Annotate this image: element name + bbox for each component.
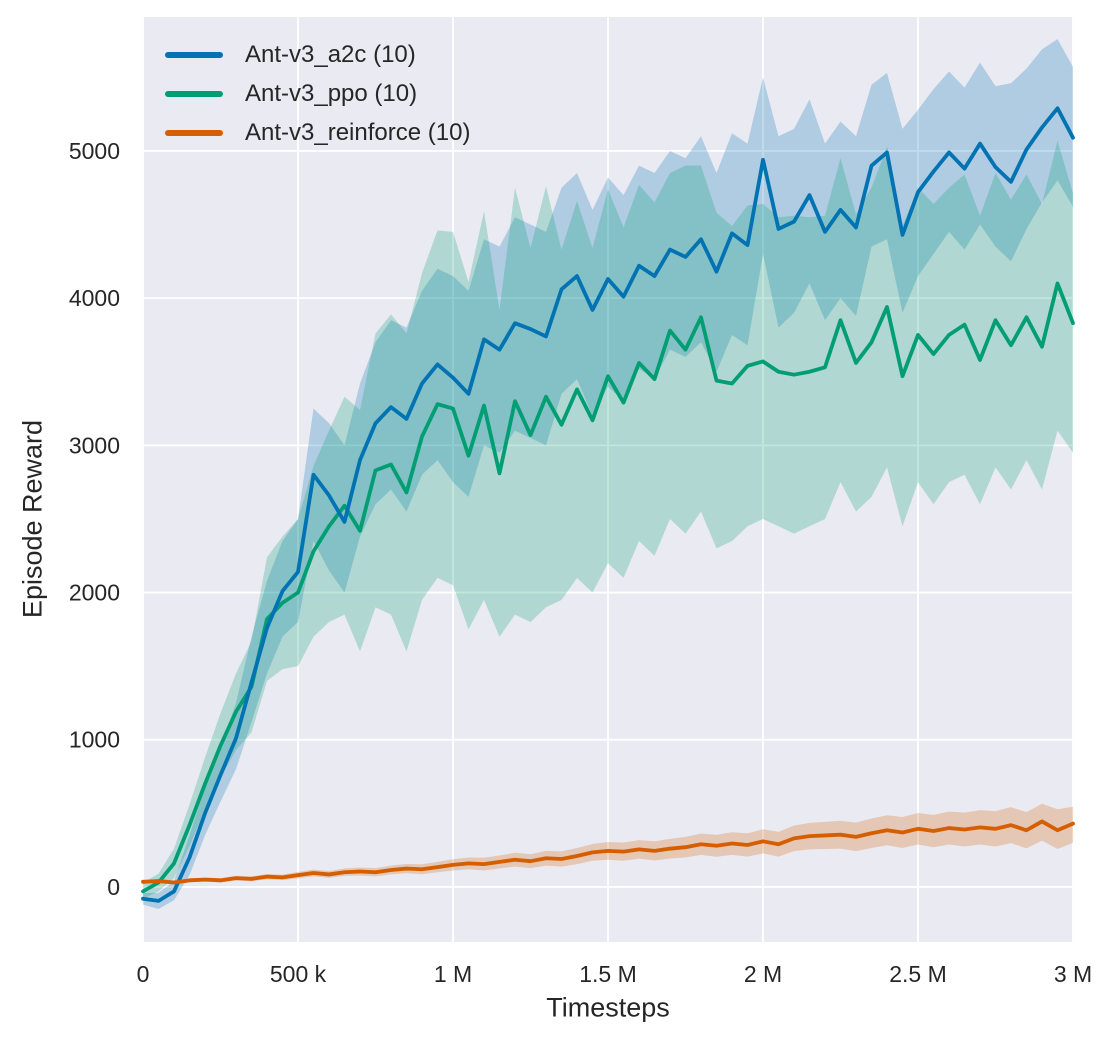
x-tick-label: 1.5 M (579, 961, 637, 987)
legend-label-ppo: Ant-v3_ppo (10) (245, 80, 418, 107)
x-tick-label: 2.5 M (889, 961, 947, 987)
legend-label-reinforce: Ant-v3_reinforce (10) (245, 119, 471, 146)
legend-item-ppo: Ant-v3_ppo (10) (165, 81, 470, 107)
legend-swatch-reinforce-line (165, 130, 223, 136)
reinforce-confidence-band (143, 803, 1073, 885)
ppo-confidence-band (143, 140, 1073, 899)
y-tick-label: 2000 (69, 580, 120, 606)
y-tick-label: 3000 (69, 432, 120, 458)
reinforce-line (141, 819, 1075, 885)
legend-swatch-ppo-line (165, 91, 223, 97)
x-axis-label: Timesteps (546, 992, 670, 1023)
legend-label-a2c: Ant-v3_a2c (10) (245, 41, 416, 68)
x-tick-label: 1 M (434, 961, 472, 987)
y-tick-label: 5000 (69, 138, 120, 164)
x-tick-label: 500 k (270, 961, 327, 987)
y-tick-label: 4000 (69, 285, 120, 311)
y-axis-label: Episode Reward (17, 419, 48, 619)
x-tick-label: 0 (137, 961, 150, 987)
legend-item-a2c: Ant-v3_a2c (10) (165, 42, 470, 68)
y-tick-label: 1000 (69, 727, 120, 753)
x-tick-label: 3 M (1054, 961, 1092, 987)
a2c-line (141, 106, 1075, 903)
y-tick-label: 0 (107, 874, 120, 900)
a2c-confidence-band (143, 39, 1073, 910)
legend-item-reinforce: Ant-v3_reinforce (10) (165, 120, 470, 146)
x-tick-label: 2 M (744, 961, 782, 987)
legend-swatch-a2c-line (165, 52, 223, 58)
legend: Ant-v3_a2c (10) Ant-v3_ppo (10) Ant-v3_r… (165, 42, 470, 146)
ppo-line (141, 281, 1075, 894)
